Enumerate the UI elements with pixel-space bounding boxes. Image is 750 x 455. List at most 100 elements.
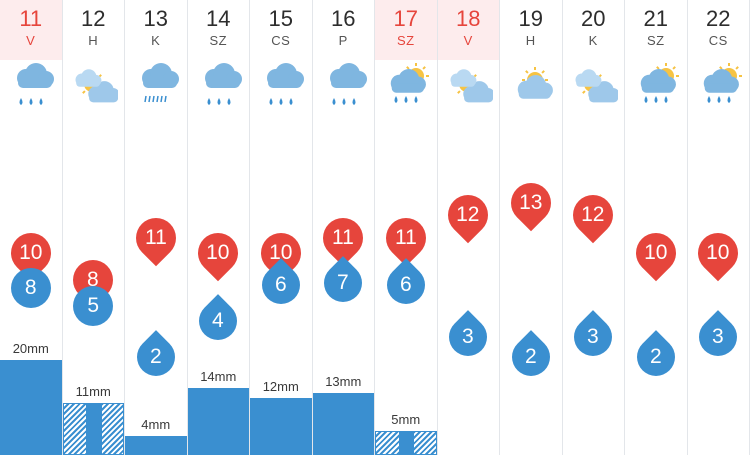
sun-cloud-icon: [438, 62, 501, 124]
day-number: 12: [81, 6, 106, 31]
day-number: 17: [393, 6, 418, 31]
high-temp-marker: 10: [689, 224, 747, 282]
precipitation-bar: [187, 388, 249, 455]
day-number: 13: [143, 6, 168, 31]
weekday-label: V: [463, 33, 473, 48]
low-temp-value: 5: [87, 294, 100, 317]
rain-icon: [313, 62, 376, 124]
day-header: 16 P: [313, 0, 375, 60]
sun-cloud-icon: [63, 62, 126, 124]
day-column[interactable]: 21 SZ 10 2: [625, 0, 688, 455]
high-temp-marker: 10: [189, 224, 247, 282]
low-temp-marker: 5: [73, 286, 114, 326]
precipitation-bar: [125, 436, 187, 455]
low-temp-marker: 7: [316, 256, 371, 310]
weekday-label: CS: [271, 33, 291, 48]
low-temp-value: 6: [399, 273, 412, 296]
weekday-label: SZ: [209, 33, 228, 48]
precipitation-label: 20mm: [12, 341, 49, 356]
low-temp-marker: 4: [191, 294, 246, 348]
day-header: 18 V: [437, 0, 499, 60]
weekday-label: H: [525, 33, 536, 48]
day-number: 19: [518, 6, 543, 31]
high-temp-value: 11: [394, 226, 417, 249]
low-temp-marker: 8: [10, 268, 51, 308]
high-temp-value: 12: [456, 203, 480, 227]
low-temp-marker: 6: [378, 258, 433, 312]
low-temp-marker: 3: [441, 310, 496, 364]
high-temp-value: 10: [706, 241, 730, 265]
weekday-label: V: [26, 33, 36, 48]
high-temp-value: 11: [144, 226, 167, 249]
day-header: 14 SZ: [188, 0, 250, 60]
day-column[interactable]: 15 CS 10 6 12mm: [250, 0, 313, 455]
low-temp-value: 7: [337, 271, 350, 294]
day-column[interactable]: 17 SZ 11 6 5mm: [375, 0, 438, 455]
day-column[interactable]: 14 SZ 10 4 14mm: [187, 0, 251, 455]
day-column[interactable]: 19 H 13 2: [500, 0, 563, 455]
day-number: 18: [456, 6, 481, 31]
precipitation-bar: [375, 431, 437, 455]
sun-rain-icon: [688, 62, 750, 124]
precipitation-label: 14mm: [200, 369, 237, 384]
weekday-label: P: [338, 33, 348, 48]
precipitation-label: 12mm: [262, 379, 299, 394]
day-column[interactable]: 22 CS 10 3: [688, 0, 750, 455]
high-temp-value: 12: [581, 203, 605, 227]
sun-rain-icon: [625, 62, 688, 124]
rain-icon: [250, 62, 313, 124]
weekday-label: CS: [708, 33, 728, 48]
weekday-label: K: [588, 33, 598, 48]
day-header: 11 V: [0, 0, 62, 60]
day-header: 13 K: [125, 0, 187, 60]
low-temp-value: 2: [649, 345, 662, 368]
day-column[interactable]: 16 P 11 7 13mm: [312, 0, 376, 455]
day-header: 12 H: [63, 0, 125, 60]
day-header: 15 CS: [250, 0, 312, 60]
precipitation-label: 4mm: [141, 417, 171, 432]
rain-icon: [188, 62, 251, 124]
low-temp-value: 3: [462, 325, 475, 348]
high-temp-value: 11: [332, 226, 355, 249]
day-column[interactable]: 18 V 12 3: [437, 0, 501, 455]
day-number: 16: [331, 6, 356, 31]
day-header: 19 H: [500, 0, 562, 60]
day-column[interactable]: 12 H 8 5 11mm: [62, 0, 126, 455]
day-number: 15: [268, 6, 293, 31]
day-number: 20: [581, 6, 606, 31]
low-temp-marker: 2: [128, 330, 183, 384]
high-temp-marker: 13: [502, 174, 560, 232]
high-temp-value: 10: [19, 241, 43, 265]
day-number: 22: [706, 6, 731, 31]
weekday-label: SZ: [396, 33, 415, 48]
low-temp-marker: 3: [691, 310, 746, 364]
day-number: 11: [19, 6, 43, 31]
high-temp-marker: 12: [564, 186, 622, 244]
low-temp-value: 3: [587, 325, 600, 348]
day-column[interactable]: 11 V 10 8 20mm: [0, 0, 63, 455]
high-temp-value: 13: [519, 191, 543, 215]
low-temp-marker: 3: [566, 310, 621, 364]
low-temp-marker: 2: [503, 330, 558, 384]
weekday-label: SZ: [646, 33, 665, 48]
high-temp-marker: 10: [627, 224, 685, 282]
partly-cloudy-icon: [500, 62, 563, 124]
precipitation-label: 5mm: [391, 412, 421, 427]
precipitation-label: 11mm: [75, 384, 111, 399]
day-column[interactable]: 20 K 12 3: [563, 0, 625, 455]
sun-rain-icon: [375, 62, 438, 124]
precipitation-bar: [62, 403, 124, 455]
high-temp-marker: 11: [127, 209, 185, 267]
low-temp-value: 2: [149, 345, 162, 368]
day-column[interactable]: 13 K 11 2 4mm: [125, 0, 188, 455]
low-temp-value: 6: [274, 273, 287, 296]
low-temp-value: 2: [524, 345, 537, 368]
high-temp-value: 10: [644, 241, 668, 265]
precipitation-label: 13mm: [325, 374, 362, 389]
day-header: 22 CS: [688, 0, 750, 60]
day-number: 21: [643, 6, 668, 31]
precipitation-bar: [312, 393, 374, 455]
low-temp-value: 8: [24, 276, 37, 299]
low-temp-marker: 2: [628, 330, 683, 384]
